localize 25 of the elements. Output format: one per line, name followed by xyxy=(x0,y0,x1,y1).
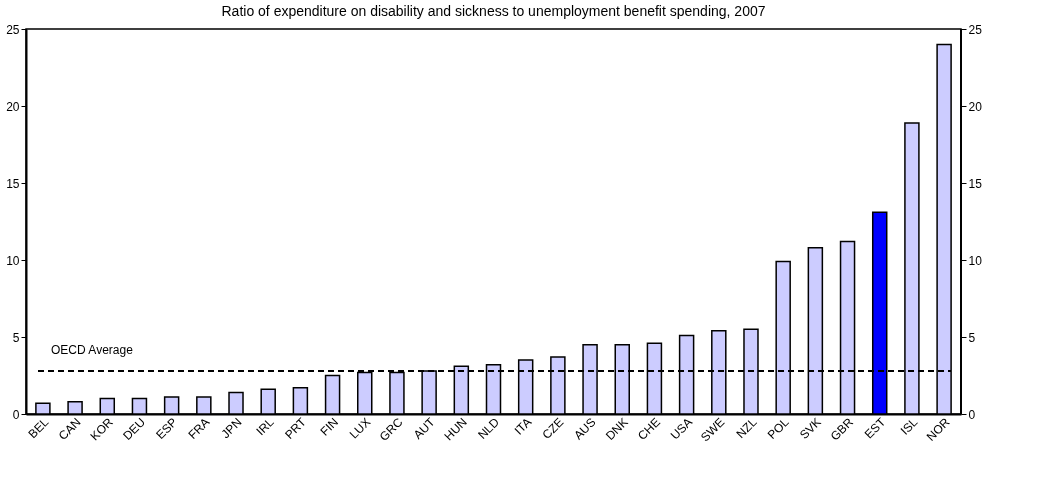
y-tick-label: 20 xyxy=(6,99,20,114)
x-tick-label: USA xyxy=(667,415,696,443)
y2-tick-label: 10 xyxy=(968,253,983,268)
ref-line-label: OECD Average xyxy=(51,342,134,357)
y2-tick-label: 15 xyxy=(968,176,983,191)
y2-tick-label: 20 xyxy=(968,99,983,114)
y-tick-label: 25 xyxy=(6,22,20,37)
chart-title: Ratio of expenditure on disability and sickness to unemployment benefit spending, 2007 xyxy=(221,3,766,19)
x-tick-label: JPN xyxy=(218,415,245,442)
y2-tick-label: 0 xyxy=(968,407,976,422)
y2-tick-label: 25 xyxy=(968,22,983,37)
y-tick-label: 5 xyxy=(12,330,20,345)
y2-tick-label: 5 xyxy=(968,330,976,345)
x-tick-label: IRL xyxy=(253,414,277,439)
x-tick-label: ITA xyxy=(511,415,535,438)
y-tick-label: 15 xyxy=(6,176,20,191)
x-tick-label: NLD xyxy=(475,414,503,442)
y-tick-label: 0 xyxy=(12,407,20,422)
x-tick-label: FRA xyxy=(185,415,213,442)
x-tick-label: FIN xyxy=(317,415,342,439)
x-tick-label: ISL xyxy=(897,414,921,438)
x-tick-label: BEL xyxy=(25,414,52,442)
x-tick-label: POL xyxy=(764,414,792,442)
y-tick-label: 10 xyxy=(6,253,20,268)
x-tick-label: NZL xyxy=(733,414,760,442)
